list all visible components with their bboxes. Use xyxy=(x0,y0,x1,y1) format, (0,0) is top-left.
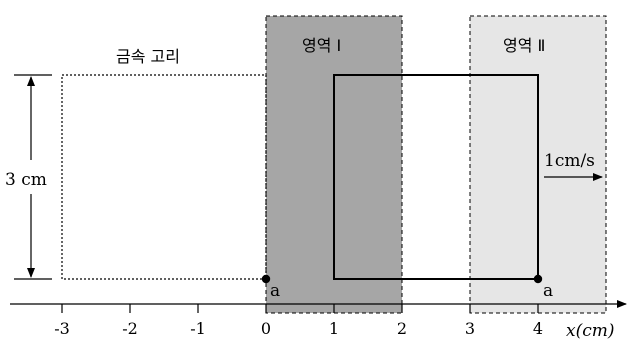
point-a-current xyxy=(533,274,543,284)
tick-label: 4 xyxy=(533,319,543,338)
point-a-initial-label: a xyxy=(270,281,280,301)
region-2-label: 영역 Ⅱ xyxy=(503,36,545,55)
ring-label: 금속 고리 xyxy=(116,47,180,66)
region-1-label: 영역 Ⅰ xyxy=(302,36,341,55)
ring-initial-outline xyxy=(61,74,267,280)
tick-label: 2 xyxy=(397,319,407,338)
tick-label: -3 xyxy=(54,319,70,338)
tick-label: -1 xyxy=(190,319,206,338)
speed-label: 1cm/s xyxy=(544,151,595,171)
point-a-current-label: a xyxy=(543,281,553,301)
tick-label: 3 xyxy=(465,319,475,338)
point-a-initial xyxy=(261,274,271,284)
ring-current-outline xyxy=(333,74,539,280)
tick-label: 1 xyxy=(329,319,339,338)
height-label: 3 cm xyxy=(5,170,47,190)
tick-label: 0 xyxy=(261,319,271,338)
x-axis-label: x(cm) xyxy=(566,321,615,341)
x-axis-ticks xyxy=(61,304,539,313)
tick-label: -2 xyxy=(122,319,138,338)
